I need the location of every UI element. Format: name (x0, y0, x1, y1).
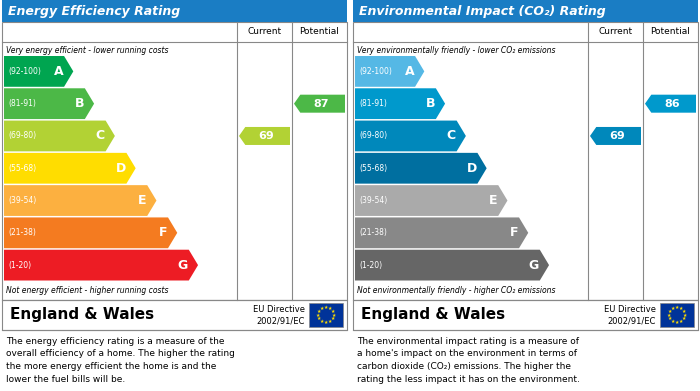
Text: G: G (528, 258, 539, 272)
Text: D: D (116, 162, 126, 175)
Bar (660, 303, 694, 327)
Polygon shape (4, 56, 74, 87)
Polygon shape (355, 185, 507, 216)
Text: ★: ★ (679, 306, 683, 310)
Text: A: A (54, 65, 63, 78)
Text: EU Directive
2002/91/EC: EU Directive 2002/91/EC (604, 305, 656, 325)
Polygon shape (4, 250, 198, 280)
Text: (55-68): (55-68) (359, 164, 387, 173)
Bar (2, 300, 347, 330)
Text: G: G (178, 258, 188, 272)
Text: Energy Efficiency Rating: Energy Efficiency Rating (8, 5, 181, 18)
Text: ★: ★ (667, 312, 671, 317)
Text: (81-91): (81-91) (359, 99, 387, 108)
Polygon shape (4, 185, 157, 216)
Text: (55-68): (55-68) (8, 164, 36, 173)
Text: ★: ★ (671, 319, 676, 325)
Text: ★: ★ (317, 316, 321, 321)
Text: Not environmentally friendly - higher CO₂ emissions: Not environmentally friendly - higher CO… (357, 286, 556, 295)
Bar (353, 0, 698, 22)
Text: 87: 87 (313, 99, 328, 109)
Bar (353, 300, 698, 330)
Text: ★: ★ (324, 320, 328, 325)
Text: 69: 69 (258, 131, 274, 141)
Text: ★: ★ (324, 305, 328, 310)
Polygon shape (355, 120, 466, 151)
Text: A: A (405, 65, 414, 78)
Text: EU Directive
2002/91/EC: EU Directive 2002/91/EC (253, 305, 305, 325)
Bar (353, 22, 698, 300)
Text: (92-100): (92-100) (359, 67, 392, 76)
Text: Potential: Potential (300, 27, 339, 36)
Text: ★: ★ (317, 308, 321, 314)
Text: ★: ★ (332, 312, 336, 317)
Text: (92-100): (92-100) (8, 67, 41, 76)
Polygon shape (4, 88, 94, 119)
Polygon shape (239, 127, 290, 145)
Text: (1-20): (1-20) (8, 261, 31, 270)
Text: E: E (138, 194, 146, 207)
Text: ★: ★ (668, 316, 672, 321)
Text: ★: ★ (679, 319, 683, 325)
Text: C: C (96, 129, 105, 142)
Text: E: E (489, 194, 498, 207)
Text: (81-91): (81-91) (8, 99, 36, 108)
Text: F: F (159, 226, 167, 239)
Bar (309, 303, 343, 327)
Text: ★: ★ (328, 319, 332, 325)
Polygon shape (355, 217, 528, 248)
Polygon shape (355, 88, 445, 119)
Text: Current: Current (247, 27, 281, 36)
Text: Environmental Impact (CO₂) Rating: Environmental Impact (CO₂) Rating (359, 5, 606, 18)
Polygon shape (590, 127, 641, 145)
Polygon shape (4, 153, 136, 184)
Text: ★: ★ (671, 306, 676, 310)
Text: The energy efficiency rating is a measure of the
overall efficiency of a home. T: The energy efficiency rating is a measur… (6, 337, 235, 384)
Text: ★: ★ (682, 308, 686, 314)
Text: Very environmentally friendly - lower CO₂ emissions: Very environmentally friendly - lower CO… (357, 46, 556, 55)
Text: The environmental impact rating is a measure of
a home's impact on the environme: The environmental impact rating is a mea… (357, 337, 580, 384)
Text: ★: ★ (330, 316, 335, 321)
Text: Potential: Potential (650, 27, 690, 36)
Text: C: C (447, 129, 456, 142)
Text: (21-38): (21-38) (8, 228, 36, 237)
Text: D: D (466, 162, 477, 175)
Text: (69-80): (69-80) (359, 131, 387, 140)
Text: ★: ★ (682, 316, 686, 321)
Polygon shape (355, 250, 549, 280)
Polygon shape (4, 217, 177, 248)
Text: ★: ★ (682, 312, 687, 317)
Text: ★: ★ (320, 319, 324, 325)
Text: 69: 69 (609, 131, 624, 141)
Polygon shape (645, 95, 696, 113)
Text: Very energy efficient - lower running costs: Very energy efficient - lower running co… (6, 46, 169, 55)
Text: ★: ★ (330, 308, 335, 314)
Bar (2, 22, 347, 300)
Text: B: B (426, 97, 435, 110)
Polygon shape (355, 153, 486, 184)
Text: 86: 86 (664, 99, 680, 109)
Text: England & Wales: England & Wales (10, 307, 154, 323)
Text: B: B (75, 97, 84, 110)
Text: Current: Current (598, 27, 633, 36)
Text: ★: ★ (675, 305, 679, 310)
Text: F: F (510, 226, 518, 239)
Text: ★: ★ (675, 320, 679, 325)
Polygon shape (294, 95, 345, 113)
Bar (2, 0, 347, 22)
Text: England & Wales: England & Wales (361, 307, 505, 323)
Text: (39-54): (39-54) (359, 196, 387, 205)
Text: (39-54): (39-54) (8, 196, 36, 205)
Text: ★: ★ (320, 306, 324, 310)
Text: ★: ★ (328, 306, 332, 310)
Text: ★: ★ (316, 312, 321, 317)
Polygon shape (4, 120, 115, 151)
Text: ★: ★ (668, 308, 672, 314)
Text: (69-80): (69-80) (8, 131, 36, 140)
Text: Not energy efficient - higher running costs: Not energy efficient - higher running co… (6, 286, 169, 295)
Polygon shape (355, 56, 424, 87)
Text: (21-38): (21-38) (359, 228, 387, 237)
Text: (1-20): (1-20) (359, 261, 382, 270)
